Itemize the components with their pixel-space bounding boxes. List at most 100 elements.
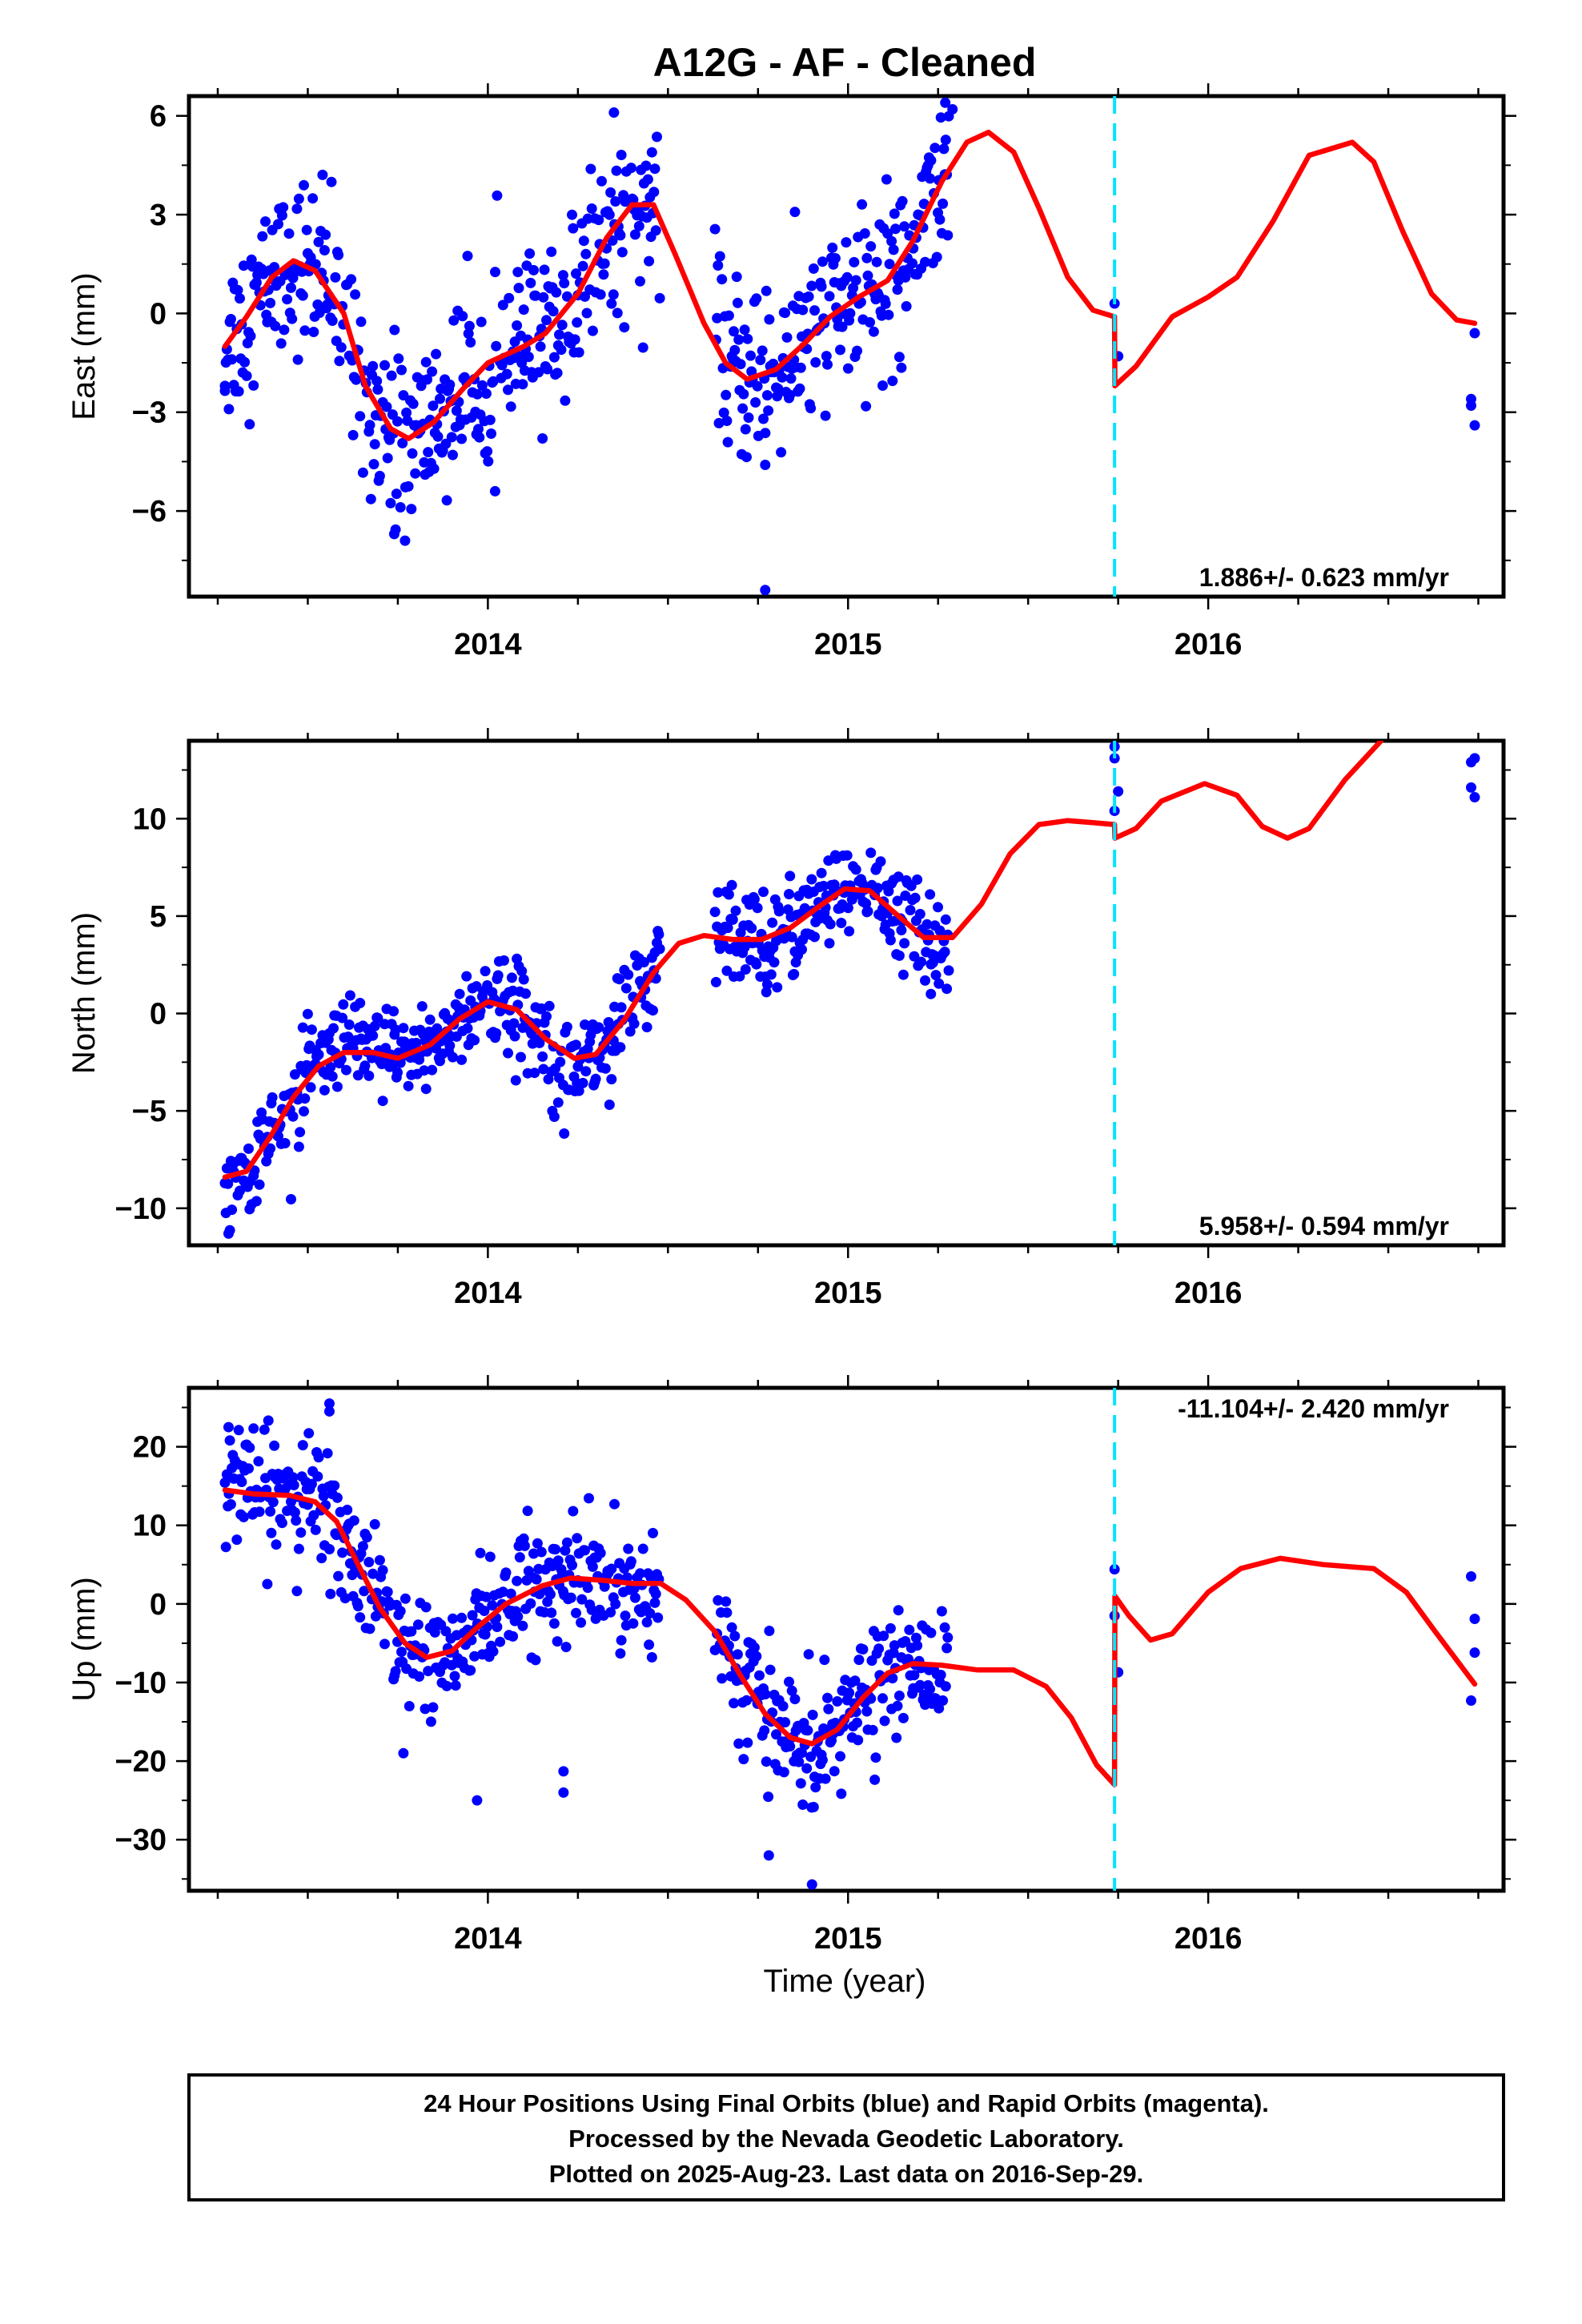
data-point [322, 1448, 333, 1459]
data-point [457, 311, 468, 322]
data-point [942, 1642, 953, 1654]
data-point [577, 260, 588, 271]
data-point [801, 1763, 813, 1774]
up-model-curve [222, 1487, 1478, 1787]
x-tick-label: 2014 [454, 1277, 522, 1310]
data-point [940, 97, 951, 108]
data-point [899, 221, 910, 232]
data-point [454, 988, 465, 999]
data-point [308, 327, 319, 337]
data-point [729, 344, 741, 356]
data-point [254, 1179, 265, 1190]
data-point [499, 955, 509, 966]
data-point [444, 379, 456, 390]
data-point [541, 1011, 552, 1022]
data-point [836, 918, 847, 928]
data-point [516, 1051, 526, 1063]
data-point [889, 1640, 900, 1651]
data-point [646, 147, 657, 158]
data-point [761, 285, 772, 296]
data-point [930, 970, 942, 981]
data-point [721, 965, 733, 976]
data-point [537, 1051, 548, 1062]
data-point [374, 470, 385, 481]
data-point [943, 965, 954, 976]
data-point [265, 297, 276, 308]
data-point [761, 390, 773, 401]
data-point [369, 1020, 380, 1031]
data-point [806, 874, 817, 885]
data-point [491, 340, 502, 352]
data-point [317, 169, 328, 180]
data-point [644, 1639, 655, 1651]
data-point [612, 308, 623, 319]
data-point [721, 416, 733, 426]
data-point [611, 165, 622, 176]
data-point [259, 1424, 270, 1435]
data-point [446, 432, 457, 443]
data-point [845, 308, 856, 319]
data-point [738, 1754, 749, 1765]
data-point [456, 433, 468, 444]
data-point [871, 256, 882, 267]
data-point [817, 256, 828, 267]
data-point [808, 1802, 819, 1812]
data-point [420, 356, 432, 368]
data-point [558, 1766, 569, 1777]
data-point [921, 919, 933, 930]
data-point [765, 1664, 776, 1675]
data-point [377, 1565, 388, 1576]
data-point [448, 1051, 458, 1063]
data-point [885, 1622, 896, 1634]
data-point [723, 310, 734, 321]
data-point [1469, 792, 1480, 803]
data-point [615, 230, 626, 241]
data-point [287, 1111, 299, 1122]
data-point [615, 1648, 626, 1659]
data-point [333, 1570, 344, 1582]
data-point [897, 969, 909, 980]
data-point [713, 260, 724, 271]
data-point [942, 1632, 954, 1643]
data-point [390, 1024, 401, 1035]
data-point [444, 1040, 456, 1051]
data-point [893, 950, 905, 961]
data-point [593, 1022, 604, 1033]
data-point [299, 1093, 311, 1104]
data-point [802, 1725, 813, 1736]
data-point [912, 874, 923, 885]
data-point [257, 231, 268, 242]
data-point [635, 275, 645, 287]
data-point [896, 362, 907, 373]
y-tick-label: 3 [150, 199, 167, 232]
data-point [463, 328, 474, 340]
data-point [401, 407, 412, 418]
data-point [472, 388, 483, 400]
data-point [904, 1624, 915, 1635]
data-point [291, 1586, 303, 1597]
data-point [243, 1143, 254, 1154]
data-point [926, 988, 937, 999]
data-point [492, 970, 504, 981]
data-point [879, 1715, 890, 1727]
data-point [741, 452, 752, 463]
data-point [891, 1732, 902, 1743]
data-point [299, 1106, 309, 1117]
x-tick-label: 2015 [814, 1277, 882, 1310]
data-point [726, 1622, 737, 1633]
data-point [925, 889, 936, 900]
data-point [714, 251, 725, 262]
data-point [893, 1691, 905, 1701]
x-axis-label: Time (year) [764, 1964, 926, 1999]
data-point [606, 1074, 617, 1085]
data-point [431, 348, 442, 360]
data-point [327, 316, 338, 326]
data-point [288, 1480, 299, 1490]
data-point [608, 289, 619, 300]
data-point [865, 241, 877, 252]
data-point [282, 294, 293, 305]
data-point [586, 1604, 597, 1615]
data-point [717, 1673, 728, 1684]
data-point [849, 1675, 861, 1687]
